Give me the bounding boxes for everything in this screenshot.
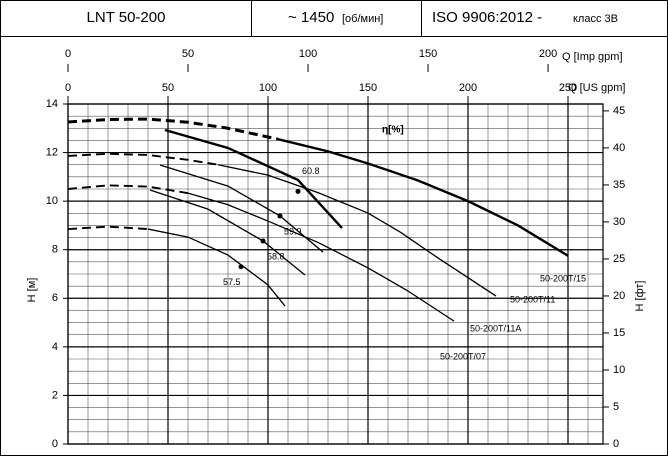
y2-tick-label: 0 <box>613 438 619 450</box>
y-tick-label: 14 <box>46 98 58 110</box>
y2-axis-label: H [фт] <box>634 281 646 312</box>
y2-tick-label: 25 <box>613 253 625 265</box>
pump-curve <box>277 138 569 257</box>
x-tick-label: 150 <box>359 82 377 94</box>
efficiency-point <box>260 238 266 244</box>
pump-curve-dashed <box>67 152 219 166</box>
y2-tick-label: 45 <box>613 105 625 117</box>
y-tick-label: 8 <box>52 244 58 256</box>
plot-frame <box>67 103 604 445</box>
pump-curve-dashed <box>67 117 279 141</box>
y-tick-label: 12 <box>46 146 58 158</box>
pump-curve <box>187 192 455 322</box>
efficiency-point <box>277 213 283 219</box>
y2-tick-label: 30 <box>613 216 625 228</box>
y-tick-label: 0 <box>52 438 58 450</box>
y-axis-label: H [м] <box>26 278 38 303</box>
x-tick-label: 250 <box>559 82 577 94</box>
efficiency-curve <box>164 128 343 229</box>
x-tick-label: 100 <box>259 82 277 94</box>
x2-tick-label: 150 <box>419 48 437 60</box>
class: класс 3B <box>573 13 618 25</box>
curve-label: 50-200T/11 <box>510 294 555 304</box>
curve-label: 50-200T/07 <box>440 351 486 361</box>
x-tick-label: 200 <box>459 82 477 94</box>
x2-tick-label: 50 <box>182 48 194 60</box>
pump-curve-dashed <box>67 184 189 195</box>
y2-tick-label: 5 <box>613 401 619 413</box>
y2-tick-label: 10 <box>613 364 625 376</box>
x-tick-label: 0 <box>65 82 71 94</box>
y2-tick-label: 35 <box>613 179 625 191</box>
x2-axis-label: Q [Imp gpm] <box>562 51 623 63</box>
y-tick-label: 6 <box>52 292 58 304</box>
x-axis-label: Q [US gpm] <box>568 82 625 94</box>
speed: ~ 1450 <box>288 9 334 26</box>
speed-unit: [об/мин] <box>342 13 383 25</box>
x2-tick-label: 0 <box>65 48 71 60</box>
efficiency-curve <box>149 189 306 276</box>
pump-curve <box>147 228 286 307</box>
curve-label: 50-200T/15 <box>540 273 586 283</box>
efficiency-curve <box>159 164 324 253</box>
x2-tick-label: 100 <box>299 48 317 60</box>
model: LNT 50-200 <box>87 9 166 26</box>
curve-label: 50-200T/11A <box>470 323 521 333</box>
efficiency-label: 58.8 <box>267 251 285 261</box>
x-tick-label: 50 <box>162 82 174 94</box>
efficiency-point <box>238 264 244 270</box>
standard: ISO 9906:2012 - <box>432 9 542 26</box>
y2-tick-label: 20 <box>613 290 625 302</box>
y2-tick-label: 15 <box>613 327 625 339</box>
pump-curve <box>217 164 497 297</box>
y-tick-label: 4 <box>52 341 58 353</box>
y2-tick-label: 40 <box>613 142 625 154</box>
efficiency-label: 59.9 <box>284 226 302 236</box>
y-tick-label: 10 <box>46 195 58 207</box>
efficiency-label: 60.8 <box>302 166 320 176</box>
efficiency-label: 57.5 <box>223 277 241 287</box>
efficiency-point <box>295 188 301 194</box>
eta-label: η[%] <box>382 125 404 136</box>
y-tick-label: 2 <box>52 389 58 401</box>
x2-tick-label: 200 <box>539 48 557 60</box>
